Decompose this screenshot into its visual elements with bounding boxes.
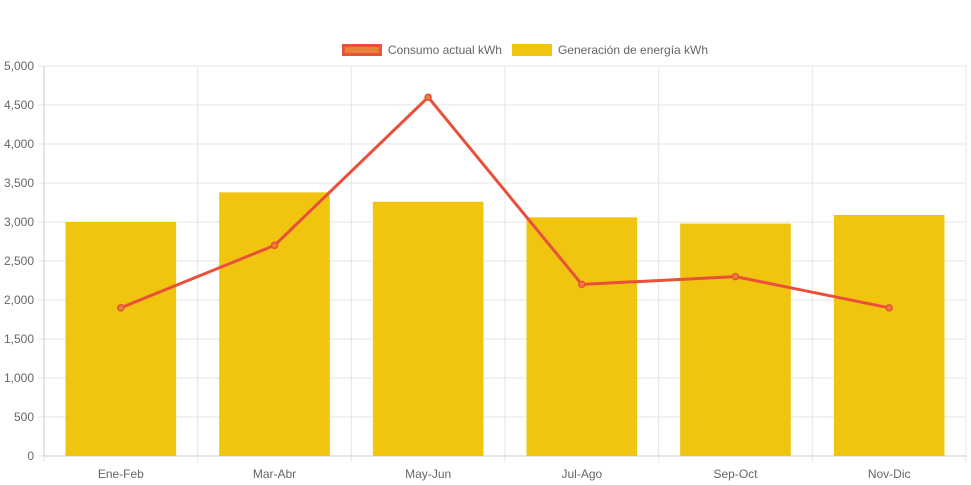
legend-label: Generación de energía kWh bbox=[558, 43, 708, 57]
x-tick-label: Jul-Ago bbox=[561, 467, 602, 481]
grid-lines bbox=[38, 65, 967, 462]
legend-swatch-generacion bbox=[511, 44, 552, 56]
legend-item-generacion[interactable]: Generación de energía kWh bbox=[511, 43, 708, 57]
x-tick-label: Ene-Feb bbox=[98, 467, 144, 481]
y-tick-label: 5,000 bbox=[4, 59, 34, 73]
bar-generacion-may-jun[interactable] bbox=[372, 201, 484, 456]
legend-label: Consumo actual kWh bbox=[388, 43, 502, 57]
y-tick-label: 3,000 bbox=[4, 215, 34, 229]
y-tick-label: 4,500 bbox=[4, 98, 34, 112]
legend[interactable]: Consumo actual kWh Generación de energía … bbox=[341, 43, 708, 57]
point-consumo-ene-feb[interactable] bbox=[117, 304, 125, 312]
legend-item-consumo[interactable]: Consumo actual kWh bbox=[341, 43, 502, 57]
y-tick-label: 2,500 bbox=[4, 254, 34, 268]
y-tick-label: 3,500 bbox=[4, 176, 34, 190]
bar-generacion-ene-feb[interactable] bbox=[65, 222, 177, 456]
y-tick-label: 0 bbox=[27, 449, 34, 463]
y-tick-label: 2,000 bbox=[4, 293, 34, 307]
bar-generacion-jul-ago[interactable] bbox=[526, 217, 638, 456]
legend-swatch-consumo bbox=[341, 44, 382, 56]
point-consumo-mar-abr[interactable] bbox=[270, 241, 279, 250]
point-consumo-may-jun[interactable] bbox=[424, 93, 432, 101]
bar-generacion-mar-abr[interactable] bbox=[219, 192, 330, 457]
x-tick-label: May-Jun bbox=[405, 467, 451, 481]
line-consumo bbox=[120, 95, 890, 310]
axes: 0 500 1,000 1,500 2,000 2,500 3,000 3,500 4,000 4… bbox=[4, 59, 966, 481]
bar-generacion-sep-oct[interactable] bbox=[680, 223, 791, 456]
y-tick-label: 1,000 bbox=[4, 371, 34, 385]
x-tick-label: Sep-Oct bbox=[713, 467, 758, 481]
y-tick-label: 4,000 bbox=[4, 137, 34, 151]
y-tick-label: 1,500 bbox=[4, 332, 34, 346]
point-consumo-sep-oct[interactable] bbox=[731, 272, 740, 281]
line-series bbox=[117, 93, 893, 312]
x-tick-label: Mar-Abr bbox=[253, 467, 296, 481]
y-tick-label: 500 bbox=[14, 410, 34, 424]
point-consumo-jul-ago[interactable] bbox=[578, 280, 586, 289]
bar-generacion-nov-dic[interactable] bbox=[833, 214, 945, 456]
bar-series bbox=[65, 192, 945, 457]
x-tick-label: Nov-Dic bbox=[868, 467, 911, 481]
point-consumo-nov-dic[interactable] bbox=[885, 304, 893, 312]
